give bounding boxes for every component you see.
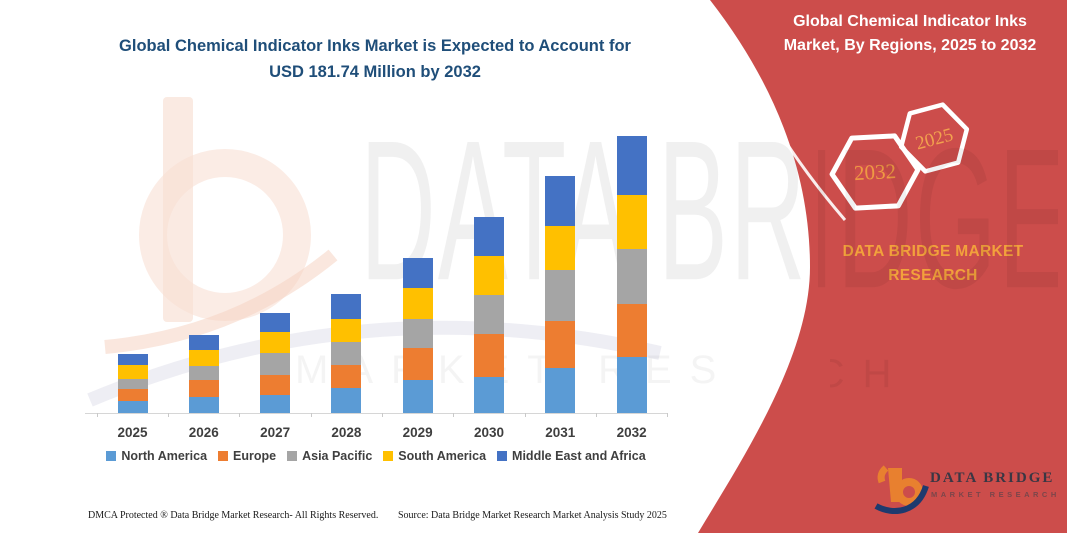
axis-tick	[595, 413, 597, 417]
x-label-2026: 2026	[188, 425, 219, 440]
bar-segment	[616, 304, 647, 357]
bar-2025	[117, 353, 148, 413]
bar-2027	[260, 312, 291, 413]
panel-watermark-tagline-text: MARKET RESEARCH	[830, 352, 910, 396]
legend-swatch	[287, 451, 298, 461]
bar-segment	[331, 342, 362, 365]
axis-tick	[168, 413, 170, 417]
bar-segment	[260, 353, 291, 375]
legend-swatch	[218, 451, 229, 461]
axis-tick	[453, 413, 455, 417]
bar-segment	[545, 175, 576, 226]
axis-tick	[667, 413, 669, 417]
bar-2026	[188, 335, 219, 413]
bar-segment	[545, 225, 576, 270]
legend-item: North America	[106, 449, 207, 463]
x-label-2028: 2028	[331, 425, 362, 440]
x-label-2030: 2030	[473, 425, 505, 440]
bar-segment	[474, 217, 504, 256]
bar-segment	[402, 318, 433, 348]
x-label-2032: 2032	[616, 425, 647, 440]
bar-segment	[474, 295, 504, 334]
bar-segment	[474, 377, 504, 413]
bar-segment	[616, 248, 647, 305]
legend-label: Europe	[233, 449, 277, 463]
panel-title: Global Chemical Indicator Inks Market, B…	[783, 13, 1037, 54]
bar-segment	[402, 347, 433, 380]
bar-segment	[260, 375, 291, 395]
footer-dmca-text: DMCA Protected ® Data Bridge Market Rese…	[88, 510, 379, 521]
legend-swatch	[106, 451, 117, 461]
axis-tick	[239, 413, 241, 417]
legend-swatch	[383, 451, 394, 461]
plot-area	[85, 120, 669, 417]
axis-tick	[310, 413, 312, 417]
x-label-2031: 2031	[545, 425, 576, 440]
watermark-logo-icon	[87, 97, 662, 407]
axis-tick	[382, 413, 384, 417]
legend-item: Europe	[218, 449, 276, 463]
bar-2029	[402, 258, 433, 413]
bar-2032	[616, 136, 647, 413]
legend-label: Middle East and Africa	[512, 449, 646, 463]
legend-label: South America	[398, 449, 487, 463]
bar-segment	[188, 335, 219, 350]
bar-segment	[331, 388, 362, 413]
bar-segment	[545, 269, 576, 321]
footer-source-text: Source: Data Bridge Market Research Mark…	[398, 510, 667, 521]
x-label-2025: 2025	[117, 425, 148, 440]
x-label-2027: 2027	[260, 425, 291, 440]
legend-item: Middle East and Africa	[497, 449, 646, 463]
axis-tick	[96, 413, 98, 417]
x-axis-labels: 2025 2026 2027 2028 2029 2030 2031 2032	[85, 425, 667, 443]
legend-item: Asia Pacific	[287, 449, 372, 463]
legend-label: North America	[121, 449, 208, 463]
bar-2031	[545, 175, 576, 413]
panel-watermark-tagline: MARKET RESEARCH	[830, 352, 1067, 407]
bar-segment	[117, 401, 148, 413]
bar-segment	[474, 334, 504, 377]
bar-segment	[117, 378, 148, 389]
bar-segment	[545, 368, 576, 413]
bar-segment	[188, 349, 219, 366]
axis-tick	[524, 413, 526, 417]
legend-item: South America	[383, 449, 486, 463]
bar-segment	[117, 353, 148, 365]
bar-segment	[545, 321, 576, 368]
bar-segment	[117, 389, 148, 401]
bar-segment	[117, 364, 148, 379]
bar-segment	[188, 365, 219, 380]
x-label-2029: 2029	[402, 425, 433, 440]
bar-segment	[188, 379, 219, 397]
bar-segment	[331, 319, 362, 342]
bar-2030	[474, 217, 504, 413]
panel-watermark-brand: DATA BRIDGE	[818, 120, 1058, 325]
watermark-tagline-text: MARKET RESEARCH	[295, 348, 725, 392]
bar-segment	[616, 356, 647, 413]
bar-2028	[331, 294, 362, 413]
bar-segment	[402, 379, 433, 413]
bar-segment	[331, 294, 362, 319]
bar-segment	[260, 395, 291, 413]
bar-segment	[474, 256, 504, 295]
page-title: Global Chemical Indicator Inks Market is…	[119, 37, 631, 82]
bar-segment	[616, 194, 647, 249]
legend-label: Asia Pacific	[302, 449, 373, 463]
logo-brand-text: DATA BRIDGE	[930, 470, 1055, 486]
legend-swatch	[497, 451, 508, 461]
legend: North America Europe Asia Pacific South Ame…	[85, 449, 667, 463]
bar-segment	[402, 258, 433, 289]
bar-segment	[188, 397, 219, 413]
panel-watermark-brand-text: DATA BRIDGE	[818, 120, 1058, 325]
bar-segment	[331, 365, 362, 388]
bar-segment	[260, 312, 291, 332]
logo-tagline-text: MARKET RESEARCH	[931, 490, 1060, 499]
bar-segment	[616, 136, 647, 195]
bar-segment	[260, 332, 291, 353]
bar-segment	[402, 288, 433, 319]
